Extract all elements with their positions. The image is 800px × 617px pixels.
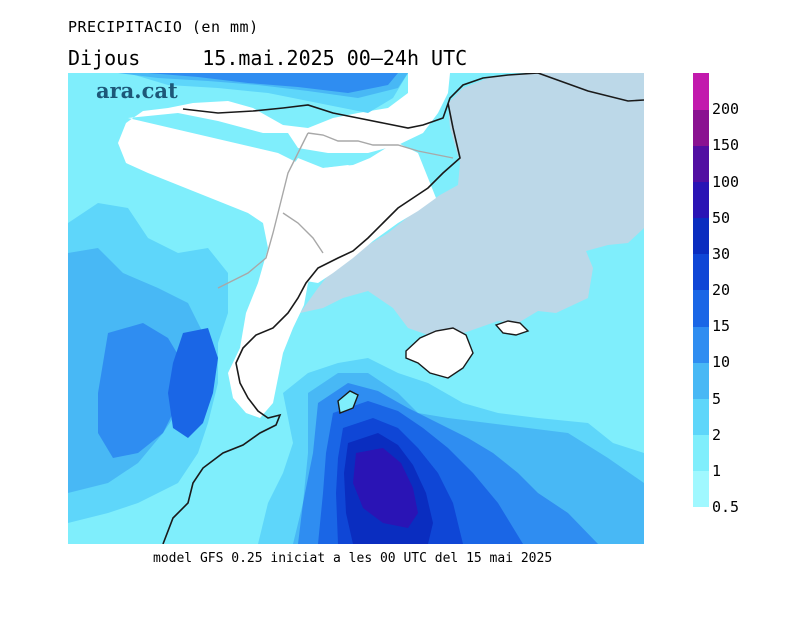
precip-band-10mm (98, 323, 183, 458)
brand-logo: ara.cat (96, 78, 178, 103)
island-ibiza (337, 390, 359, 414)
model-footnote: model GFS 0.25 iniciat a les 00 UTC del … (153, 551, 553, 566)
precipitation-map (68, 73, 644, 544)
legend-swatch (693, 253, 709, 291)
forecast-period: Dijous 15.mai.2025 00—24h UTC (68, 46, 467, 70)
legend-swatch (693, 362, 709, 399)
legend-label: 30 (712, 244, 731, 263)
island-menorca (494, 320, 530, 336)
precip-band-50mm-sea (353, 448, 418, 528)
legend-swatch (693, 470, 709, 508)
legend-swatch (693, 290, 709, 327)
legend-swatch (693, 73, 709, 110)
color-legend (693, 73, 709, 508)
chart-title: PRECIPITACIO (en mm) (68, 18, 259, 36)
coastline (162, 73, 644, 544)
legend-label: 50 (712, 208, 731, 227)
legend-label: 2 (712, 425, 722, 444)
legend-label: 5 (712, 389, 722, 408)
legend-swatch (693, 434, 709, 472)
legend-label: 200 (712, 100, 740, 119)
island-mallorca (405, 327, 474, 379)
legend-swatch (693, 145, 709, 182)
forecast-day: Dijous (68, 46, 141, 70)
dry-land-area-north (283, 143, 436, 283)
legend-swatch (693, 326, 709, 363)
legend-swatch (693, 217, 709, 255)
legend-label: 1 (712, 461, 722, 480)
legend-label: 0.5 (712, 498, 740, 516)
precip-band-15mm (168, 328, 218, 438)
legend-swatch (693, 398, 709, 436)
legend-label: 150 (712, 136, 740, 155)
dry-sea-area (300, 73, 644, 348)
legend-swatch (693, 181, 709, 219)
forecast-date: 15.mai.2025 00—24h UTC (202, 46, 468, 70)
country-border (217, 132, 454, 289)
legend-label: 20 (712, 281, 731, 299)
legend-label: 15 (712, 317, 731, 336)
legend-label: 100 (712, 172, 740, 191)
legend-swatch (693, 109, 709, 146)
legend-label: 10 (712, 353, 731, 372)
precip-band-10mm-north (148, 73, 398, 93)
dry-land-area (118, 73, 450, 418)
